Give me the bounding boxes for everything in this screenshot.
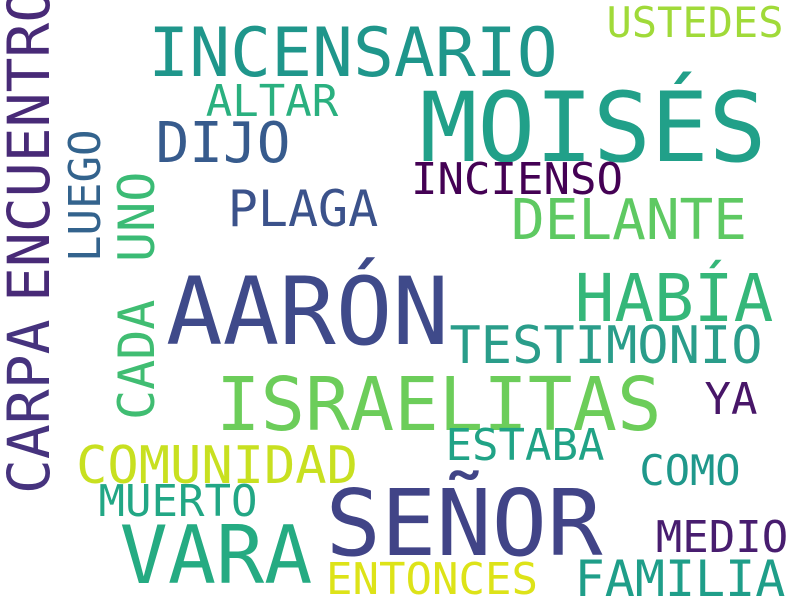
word-carpa: CARPA	[0, 319, 63, 494]
word-uno: UNO	[108, 171, 166, 262]
word-israelitas: ISRAELITAS	[216, 362, 662, 448]
word-entonces: ENTONCES	[326, 554, 538, 600]
word-altar: ALTAR	[205, 76, 339, 127]
word-medio: MEDIO	[655, 512, 789, 563]
word-ya: YA	[704, 374, 758, 425]
word-cada: CADA	[108, 299, 166, 420]
word-encuentro: ENCUENTRO	[0, 0, 63, 302]
word-luego: LUEGO	[60, 129, 111, 262]
word-incienso: INCIENSO	[411, 154, 623, 205]
word-familia: FAMILIA	[574, 550, 786, 600]
word-habia: HABÍA	[574, 260, 774, 337]
word-incensario: INCENSARIO	[148, 14, 558, 93]
word-comunidad: COMUNIDAD	[76, 436, 358, 496]
word-moises: MOISÉS	[419, 72, 767, 184]
word-dijo: DIJO	[155, 111, 291, 176]
word-muerto: MUERTO	[98, 476, 258, 527]
word-plaga: PLAGA	[227, 180, 379, 238]
word-como: COMO	[639, 446, 741, 495]
word-testimonio: TESTIMONIO	[449, 316, 763, 376]
word-aaron: AARÓN	[166, 258, 449, 367]
word-estaba: ESTABA	[445, 420, 605, 471]
word-senor: SEÑOR	[325, 470, 603, 577]
word-delante: DELANTE	[510, 188, 747, 253]
word-vara: VARA	[119, 509, 313, 600]
word-ustedes: USTEDES	[606, 0, 784, 47]
